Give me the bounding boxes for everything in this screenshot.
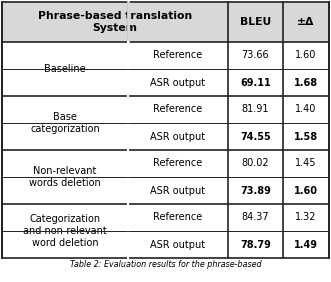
Bar (128, 150, 228, 177)
Bar (283, 69, 329, 96)
Text: 1.58: 1.58 (294, 131, 318, 142)
Bar (128, 123, 228, 150)
Bar (128, 69, 228, 96)
Text: 1.32: 1.32 (295, 213, 317, 222)
Bar (128, 96, 228, 123)
Bar (228, 177, 283, 204)
Text: ASR output: ASR output (150, 239, 206, 250)
Text: 1.49: 1.49 (294, 239, 318, 250)
Text: 69.11: 69.11 (240, 78, 271, 87)
Text: Phrase-based translation
System: Phrase-based translation System (38, 11, 192, 33)
Bar (283, 96, 329, 123)
Bar (2, 123, 128, 150)
Bar (228, 69, 283, 96)
Text: 1.60: 1.60 (294, 186, 318, 195)
Text: 1.40: 1.40 (295, 105, 317, 114)
Text: Reference: Reference (153, 213, 203, 222)
Bar (2, 150, 128, 177)
Bar (2, 69, 128, 96)
Text: 1.60: 1.60 (295, 50, 317, 61)
Bar (228, 204, 283, 231)
Bar (283, 204, 329, 231)
Text: 1.68: 1.68 (294, 78, 318, 87)
Text: Reference: Reference (153, 105, 203, 114)
Text: 80.02: 80.02 (242, 158, 269, 169)
Bar (283, 42, 329, 69)
Bar (283, 123, 329, 150)
Bar (128, 42, 228, 69)
Bar (2, 231, 128, 258)
Text: ASR output: ASR output (150, 131, 206, 142)
Text: Categorization
and non-relevant
word deletion: Categorization and non-relevant word del… (23, 214, 107, 248)
Bar (283, 231, 329, 258)
Bar (128, 177, 228, 204)
Bar (228, 42, 283, 69)
Text: ASR output: ASR output (150, 186, 206, 195)
Text: 1.45: 1.45 (295, 158, 317, 169)
Text: 73.66: 73.66 (242, 50, 269, 61)
Text: ASR output: ASR output (150, 78, 206, 87)
Bar (283, 177, 329, 204)
Bar (2, 42, 128, 69)
Text: Baseline: Baseline (44, 64, 86, 74)
Bar (228, 2, 283, 42)
Bar (228, 96, 283, 123)
Text: Reference: Reference (153, 50, 203, 61)
Text: Non-relevant
words deletion: Non-relevant words deletion (29, 166, 101, 188)
Bar (2, 177, 128, 204)
Text: ±Δ: ±Δ (297, 17, 315, 27)
Bar (283, 2, 329, 42)
Bar (2, 96, 128, 123)
Bar (228, 123, 283, 150)
Text: 73.89: 73.89 (240, 186, 271, 195)
Bar (128, 2, 228, 42)
Bar (228, 231, 283, 258)
Bar (128, 204, 228, 231)
Text: Reference: Reference (153, 158, 203, 169)
Bar (128, 231, 228, 258)
Text: 84.37: 84.37 (242, 213, 269, 222)
Bar (2, 2, 128, 42)
Text: 81.91: 81.91 (242, 105, 269, 114)
Text: Table 2: Evaluation results for the phrase-based: Table 2: Evaluation results for the phra… (70, 260, 261, 269)
Bar (283, 150, 329, 177)
Bar (2, 204, 128, 231)
Text: 74.55: 74.55 (240, 131, 271, 142)
Bar (228, 150, 283, 177)
Text: 78.79: 78.79 (240, 239, 271, 250)
Text: BLEU: BLEU (240, 17, 271, 27)
Text: Base
categorization: Base categorization (30, 112, 100, 134)
